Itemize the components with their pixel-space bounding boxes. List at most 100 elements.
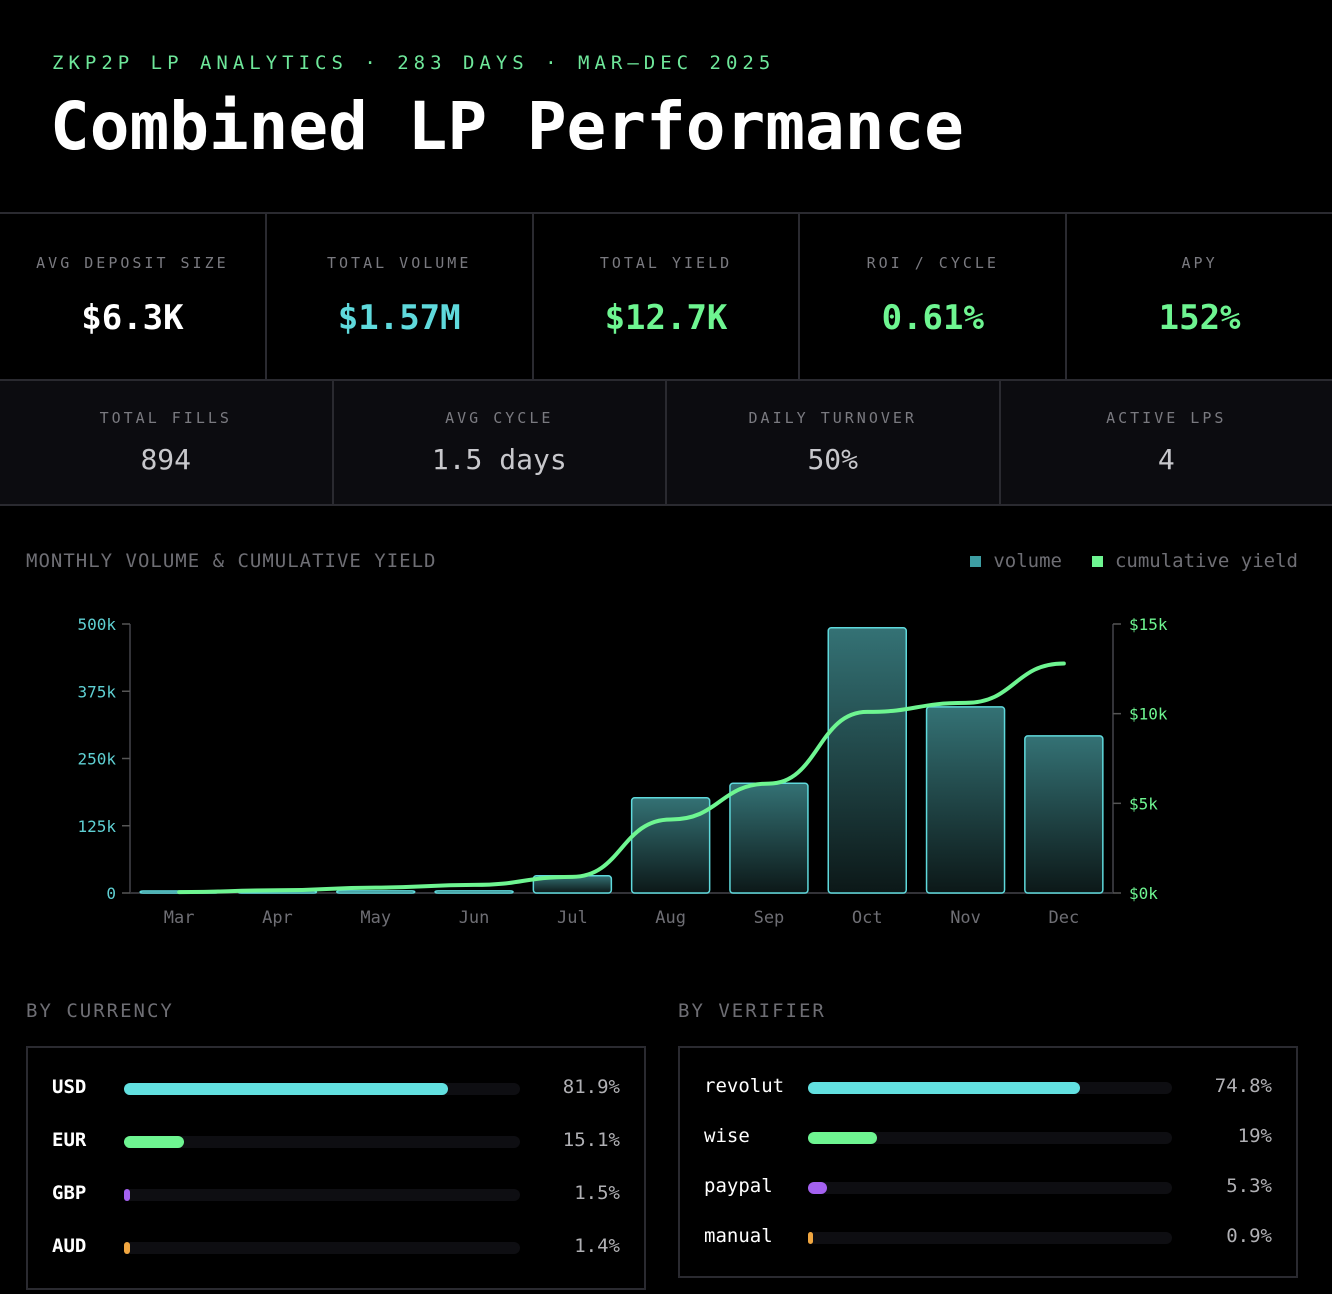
currency-percent: 1.4% [574,1235,620,1257]
verifier-percent: 19% [1237,1125,1272,1147]
x-tick-label: Mar [164,908,195,928]
verifier-bar-track [808,1232,1172,1244]
currency-name: GBP [52,1182,87,1204]
x-tick-label: May [360,908,391,928]
kpi-row: AVG DEPOSIT SIZE $6.3K TOTAL VOLUME $1.57M… [0,212,1332,381]
verifier-bar-track [808,1182,1172,1194]
currency-row: USD 81.9% [28,1074,644,1104]
stat-label: TOTAL FILLS [99,409,232,427]
x-tick-label: Oct [852,908,883,928]
verifier-name: manual [704,1225,773,1247]
kpi-label: APY [1181,254,1218,272]
kpi-label: TOTAL YIELD [599,254,733,272]
x-tick-label: Sep [754,908,785,928]
stat-value: 4 [1157,443,1175,476]
verifier-bar-track [808,1132,1172,1144]
stat-avg-cycle: AVG CYCLE 1.5 days [334,381,667,504]
x-tick-label: Nov [950,908,981,928]
currency-percent: 15.1% [562,1129,620,1151]
stat-total-fills: TOTAL FILLS 894 [0,381,334,504]
x-tick-label: Jul [557,908,588,928]
kpi-total-yield: TOTAL YIELD $12.7K [534,214,801,379]
stat-value: 894 [140,443,192,476]
currency-row: GBP 1.5% [28,1180,644,1210]
kpi-apy: APY 152% [1067,214,1332,379]
currency-bar-fill [124,1242,130,1254]
volume-bar [1024,735,1104,894]
verifier-bar-track [808,1082,1172,1094]
left-tick-label: 125k [77,817,116,836]
verifier-percent: 0.9% [1226,1225,1272,1247]
x-tick-label: Apr [262,908,293,928]
currency-row: AUD 1.4% [28,1233,644,1263]
chart-title: MONTHLY VOLUME & CUMULATIVE YIELD [26,550,437,572]
kpi-label: AVG DEPOSIT SIZE [36,254,229,272]
page-subtitle: ZKP2P LP ANALYTICS · 283 DAYS · MAR–DEC … [52,52,776,74]
currency-bar-fill [124,1083,449,1095]
right-tick-label: $10k [1129,705,1168,724]
verifier-percent: 74.8% [1214,1075,1272,1097]
stat-value: 1.5 days [431,443,567,476]
verifier-name: paypal [704,1175,773,1197]
verifier-bar-fill [808,1182,828,1194]
kpi-roi-cycle: ROI / CYCLE 0.61% [800,214,1068,379]
x-tick-label: Jun [459,908,490,928]
verifier-title: BY VERIFIER [678,1000,826,1022]
left-tick-label: 500k [77,615,116,634]
stat-label: AVG CYCLE [445,409,554,427]
verifier-name: revolut [704,1075,785,1097]
volume-bar [434,890,514,894]
legend-label: volume [993,550,1062,572]
volume-bar [630,797,711,894]
kpi-label: ROI / CYCLE [866,254,999,272]
left-tick-label: 250k [77,750,116,769]
right-tick-label: $15k [1129,615,1168,634]
currency-percent: 81.9% [562,1076,620,1098]
verifier-bar-fill [808,1232,813,1244]
stat-active-lps: ACTIVE LPS 4 [1001,381,1332,504]
verifier-name: wise [704,1125,750,1147]
verifier-percent: 5.3% [1226,1175,1272,1197]
currency-bar-track [124,1083,520,1095]
kpi-label: TOTAL VOLUME [327,254,472,272]
currency-bar-track [124,1189,520,1201]
currency-title: BY CURRENCY [26,1000,174,1022]
verifier-row: paypal 5.3% [680,1173,1296,1203]
verifier-row: wise 19% [680,1123,1296,1153]
stat-value: 50% [807,443,859,476]
stat-daily-turnover: DAILY TURNOVER 50% [667,381,1001,504]
kpi-value: $1.57M [337,298,461,338]
currency-bar-track [124,1242,520,1254]
left-tick-label: 0 [106,884,116,903]
kpi-total-volume: TOTAL VOLUME $1.57M [267,214,534,379]
currency-bar-track [124,1136,520,1148]
kpi-value: 0.61% [881,298,984,338]
verifier-bar-fill [808,1082,1081,1094]
x-tick-label: Dec [1048,908,1079,928]
kpi-value: $12.7K [604,298,728,338]
legend-yield: cumulative yield [1091,550,1298,572]
volume-yield-chart: 0 125k 250k 375k 500k $0k $5k $10k $15k Mar Apr May… [77,615,1168,928]
legend-swatch [1091,556,1103,567]
volume-bar [729,782,809,894]
kpi-value: 152% [1158,298,1241,338]
verifier-row: revolut 74.8% [680,1073,1296,1103]
left-tick-label: 375k [77,682,116,701]
currency-name: EUR [52,1129,87,1151]
verifier-panel: revolut 74.8% wise 19% paypal 5.3% manual 0… [678,1046,1298,1278]
legend-swatch [970,556,982,567]
currency-name: USD [52,1076,87,1098]
chart-legend: volume cumulative yield [970,550,1298,572]
currency-percent: 1.5% [574,1182,620,1204]
stat-label: ACTIVE LPS [1106,409,1227,427]
volume-bar [925,706,1006,894]
volume-bar [336,890,416,894]
right-tick-label: $5k [1129,794,1158,813]
stat-label: DAILY TURNOVER [748,409,917,427]
legend-volume: volume [970,550,1062,572]
right-tick-label: $0k [1129,884,1158,903]
kpi-value: $6.3K [81,298,184,338]
x-tick-label: Aug [655,908,686,928]
currency-name: AUD [52,1235,87,1257]
volume-bar [827,627,907,894]
